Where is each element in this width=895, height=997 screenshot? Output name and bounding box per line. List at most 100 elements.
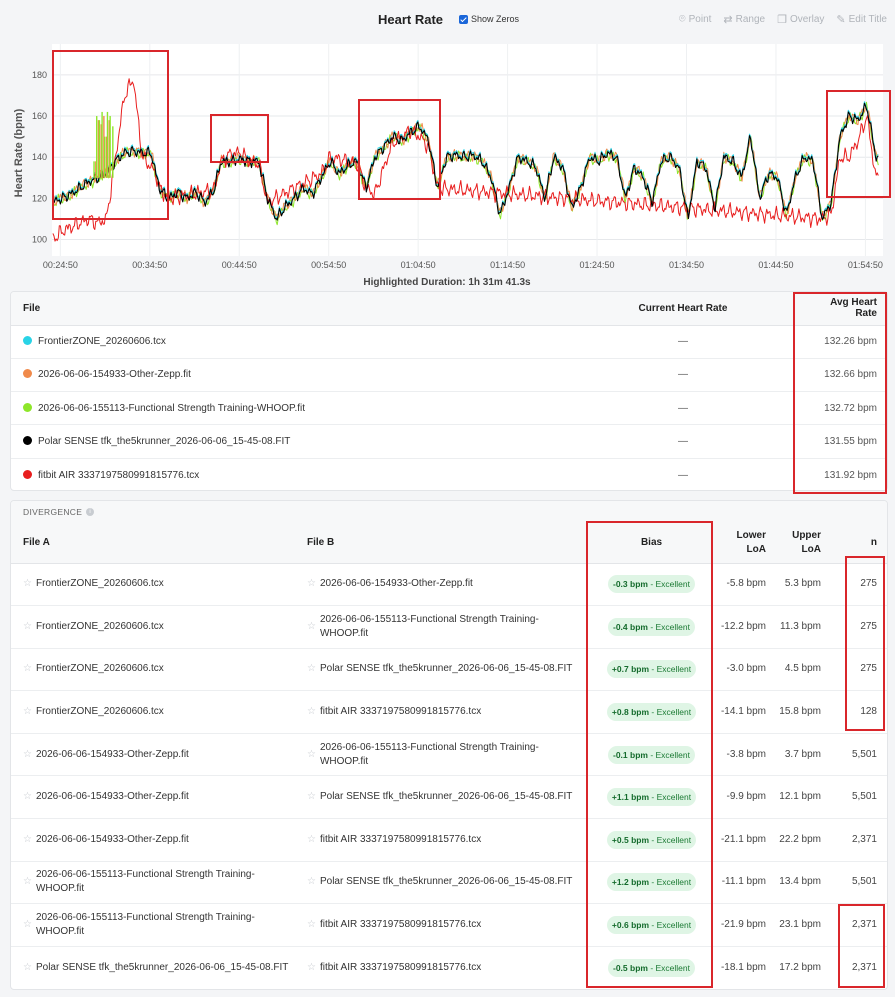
lower-loa-cell: -21.1 bpm <box>714 818 772 862</box>
bias-rating: - Excellent <box>649 707 692 718</box>
current-hr-cell: — <box>571 424 795 459</box>
divergence-row[interactable]: ☆ 2026-06-06-155113-Functional Strength T… <box>11 861 887 905</box>
heart-rate-chart-svg[interactable]: 100 120 140 160 180 00:24:50 00:34:50 00:44:50… <box>8 38 889 290</box>
divergence-row[interactable]: ☆ FrontierZONE_20260606.tcx ☆ 2026-06-06-15… <box>11 605 887 649</box>
star-icon[interactable]: ☆ <box>23 620 32 632</box>
chart-series <box>52 78 879 242</box>
bias-badge: +1.1 bpm - Excellent <box>606 788 697 807</box>
divergence-row[interactable]: ☆ FrontierZONE_20260606.tcx ☆ 2026-06-06-15… <box>11 563 887 607</box>
file-b-column-header[interactable]: File B <box>301 523 589 564</box>
star-icon[interactable]: ☆ <box>23 748 32 760</box>
edit-icon: ✎ <box>836 14 846 26</box>
edit-title-button[interactable]: ✎ Edit Title <box>836 13 887 26</box>
file-a-cell: ☆ FrontierZONE_20260606.tcx <box>11 690 301 734</box>
file-a-name: 2026-06-06-155113-Functional Strength Tr… <box>35 869 255 895</box>
file-row[interactable]: 2026-06-06-155113-Functional Strength Tr… <box>11 391 887 426</box>
file-row[interactable]: FrontierZONE_20260606.tcx —132.26 bpm <box>11 325 887 359</box>
lower-loa-column-header[interactable]: Lower LoA <box>714 523 772 564</box>
file-row[interactable]: 2026-06-06-154933-Other-Zepp.fit —132.66 … <box>11 358 887 393</box>
info-icon[interactable]: i <box>86 508 95 516</box>
file-row[interactable]: Polar SENSE tfk_the5krunner_2026-06-06_1… <box>11 424 887 459</box>
star-icon[interactable]: ☆ <box>23 578 32 590</box>
divergence-row[interactable]: ☆ 2026-06-06-154933-Other-Zepp.fit ☆ 2026-0… <box>11 733 887 777</box>
star-icon[interactable]: ☆ <box>307 663 316 675</box>
bias-cell: +0.7 bpm - Excellent <box>589 648 714 692</box>
file-a-cell: ☆ FrontierZONE_20260606.tcx <box>11 605 301 649</box>
bias-badge: -0.1 bpm - Excellent <box>608 745 695 764</box>
upper-loa-cell: 17.2 bpm <box>779 961 821 973</box>
current-hr-column-header[interactable]: Current Heart Rate <box>571 292 795 326</box>
n-cell: 128 <box>827 690 887 734</box>
star-icon[interactable]: ☆ <box>23 919 32 931</box>
upper-loa-column-header[interactable]: Upper LoA <box>772 523 827 564</box>
bias-cell: -0.3 bpm - Excellent <box>589 563 714 607</box>
n-column-header[interactable]: n <box>827 523 887 564</box>
star-icon[interactable]: ☆ <box>307 876 316 888</box>
heart-rate-chart[interactable]: 100 120 140 160 180 00:24:50 00:34:50 00:44:50… <box>8 38 889 290</box>
star-icon[interactable]: ☆ <box>23 833 32 845</box>
show-zeros-label: Show Zeros <box>471 14 520 24</box>
x-tick-label: 00:44:50 <box>222 260 257 270</box>
bias-cell: +0.6 bpm - Excellent <box>589 903 714 947</box>
star-icon[interactable]: ☆ <box>307 620 316 632</box>
star-icon[interactable]: ☆ <box>23 706 32 718</box>
divergence-row[interactable]: ☆ Polar SENSE tfk_the5krunner_2026-06-06_… <box>11 946 887 989</box>
star-icon[interactable]: ☆ <box>307 791 316 803</box>
chart-grid <box>52 44 883 256</box>
bias-rating: - Excellent <box>649 834 692 845</box>
checkbox-checked-icon[interactable] <box>459 14 468 24</box>
bias-value: -0.5 bpm <box>613 962 648 973</box>
divergence-row[interactable]: ☆ 2026-06-06-154933-Other-Zepp.fit ☆ Polar … <box>11 775 887 820</box>
star-icon[interactable]: ☆ <box>23 876 32 888</box>
point-tool-button[interactable]: ⌾ Point <box>679 13 711 26</box>
star-icon[interactable]: ☆ <box>23 663 32 675</box>
star-icon[interactable]: ☆ <box>307 748 316 760</box>
star-icon[interactable]: ☆ <box>23 961 32 973</box>
file-a-column-header[interactable]: File A <box>11 523 301 564</box>
x-tick-label: 00:34:50 <box>132 260 167 270</box>
x-tick-label: 01:04:50 <box>401 260 436 270</box>
avg-hr-cell: 132.66 bpm <box>795 358 887 393</box>
bias-badge: -0.4 bpm - Excellent <box>608 617 695 636</box>
avg-hr-cell: 132.72 bpm <box>795 391 887 426</box>
files-table: File Current Heart Rate Avg Heart Rate F… <box>11 292 887 490</box>
file-row[interactable]: fitbit AIR 3337197580991815776.tcx — 131.9… <box>11 458 887 490</box>
divergence-row[interactable]: ☆ 2026-06-06-155113-Functional Strength T… <box>11 903 887 947</box>
lower-loa-cell: -21.9 bpm <box>714 903 772 947</box>
hr-series-line <box>52 78 879 242</box>
file-b-name: 2026-06-06-154933-Other-Zepp.fit <box>319 578 473 590</box>
file-b-name: Polar SENSE tfk_the5krunner_2026-06-06_1… <box>319 791 573 803</box>
n-cell: 5,501 <box>827 733 887 777</box>
bias-cell: -0.1 bpm - Excellent <box>589 733 714 777</box>
series-color-dot <box>23 402 32 412</box>
divergence-title: DIVERGENCE i <box>11 501 887 523</box>
file-column-header[interactable]: File <box>11 292 571 326</box>
divergence-row[interactable]: ☆ FrontierZONE_20260606.tcx ☆ fitbit AIR 33… <box>11 690 887 734</box>
file-a-cell: ☆ FrontierZONE_20260606.tcx <box>11 563 301 607</box>
range-tool-label: Range <box>735 14 766 25</box>
bias-column-header[interactable]: Bias <box>589 523 714 564</box>
file-a-name: 2026-06-06-154933-Other-Zepp.fit <box>35 748 189 760</box>
bias-badge: +0.7 bpm - Excellent <box>606 660 697 679</box>
file-name-cell: 2026-06-06-155113-Functional Strength Tr… <box>11 391 571 426</box>
divergence-row[interactable]: ☆ 2026-06-06-154933-Other-Zepp.fit ☆ fitbit… <box>11 818 887 862</box>
star-icon[interactable]: ☆ <box>307 961 316 973</box>
file-b-name: Polar SENSE tfk_the5krunner_2026-06-06_1… <box>319 876 573 888</box>
avg-hr-column-header[interactable]: Avg Heart Rate <box>795 292 887 326</box>
show-zeros-toggle[interactable]: Show Zeros <box>459 14 519 24</box>
range-tool-button[interactable]: ⇄ Range <box>723 13 765 26</box>
file-name: Polar SENSE tfk_the5krunner_2026-06-06_1… <box>38 436 291 448</box>
star-icon[interactable]: ☆ <box>307 919 316 931</box>
divergence-row[interactable]: ☆ FrontierZONE_20260606.tcx ☆ Polar SENSE t… <box>11 648 887 692</box>
files-table-header: File Current Heart Rate Avg Heart Rate <box>11 292 887 326</box>
star-icon[interactable]: ☆ <box>23 791 32 803</box>
star-icon[interactable]: ☆ <box>307 578 316 590</box>
file-b-cell: ☆ Polar SENSE tfk_the5krunner_2026-06-06_… <box>301 775 589 820</box>
star-icon[interactable]: ☆ <box>307 706 316 718</box>
star-icon[interactable]: ☆ <box>307 833 316 845</box>
overlay-tool-button[interactable]: ❐ Overlay <box>777 13 824 26</box>
bias-rating: - Excellent <box>649 877 692 888</box>
x-tick-label: 01:14:50 <box>490 260 525 270</box>
file-b-name: fitbit AIR 3337197580991815776.tcx <box>319 919 482 931</box>
x-axis-ticks: 00:24:50 00:34:50 00:44:50 00:54:50 01:04:50… <box>43 260 883 270</box>
